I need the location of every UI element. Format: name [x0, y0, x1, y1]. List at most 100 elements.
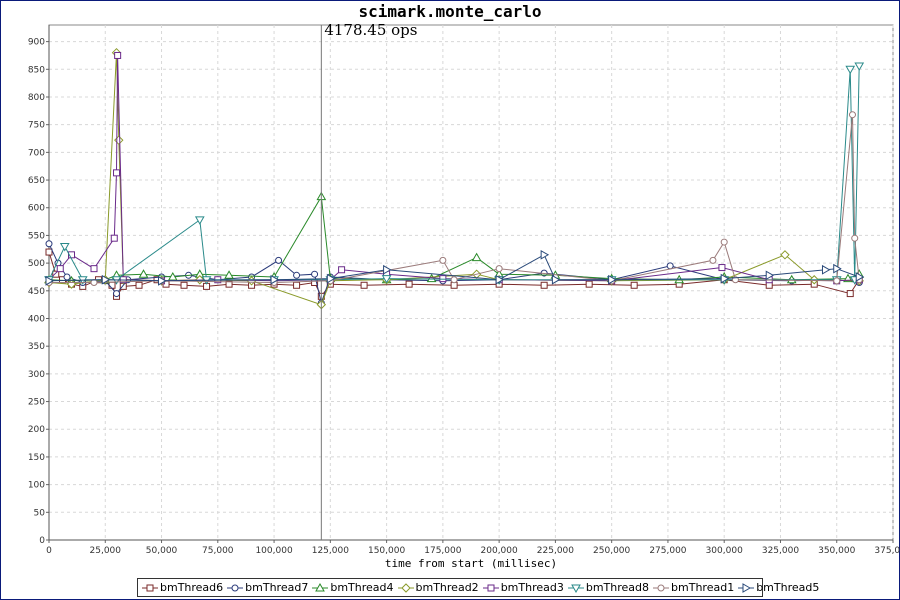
legend-item: bmThread3 — [482, 581, 564, 594]
data-point — [194, 216, 205, 225]
data-point — [495, 274, 505, 285]
data-point — [113, 169, 121, 177]
legend-item: bmThread8 — [567, 581, 650, 594]
legend-swatch — [142, 584, 158, 591]
legend-label: bmThread6 — [160, 581, 224, 594]
legend-label: bmThread4 — [330, 581, 394, 594]
y-tick-label: 300 — [28, 370, 45, 380]
data-point — [720, 238, 728, 246]
data-point — [45, 275, 55, 286]
data-point — [833, 263, 842, 274]
plot-area — [48, 24, 894, 541]
y-tick-label: 750 — [28, 121, 45, 131]
data-point — [311, 270, 319, 278]
y-tick-label: 850 — [28, 65, 45, 75]
legend-swatch — [653, 584, 670, 591]
y-tick-label: 900 — [28, 38, 45, 48]
data-point — [551, 274, 561, 285]
data-point — [293, 281, 301, 289]
data-point — [851, 234, 859, 242]
data-point — [90, 265, 98, 273]
data-point — [848, 111, 856, 119]
legend-item: bmThread1 — [653, 581, 734, 594]
legend-label: bmThread8 — [585, 581, 650, 594]
y-tick-label: 150 — [28, 453, 45, 463]
legend-marker — [742, 582, 752, 593]
y-tick-label: 350 — [28, 342, 45, 352]
legend-label: bmThread7 — [245, 581, 309, 594]
data-point — [326, 273, 336, 284]
data-point — [709, 256, 717, 264]
legend-swatch — [567, 584, 584, 593]
legend-swatch — [738, 582, 755, 593]
legend-marker — [315, 582, 326, 591]
data-point — [338, 266, 346, 274]
data-point — [68, 251, 76, 259]
data-point — [855, 272, 865, 282]
y-tick-label: 800 — [28, 93, 45, 103]
legend: bmThread6 bmThread7 bmThread4 bmThread2 bmTh… — [137, 578, 819, 597]
legend-marker — [231, 584, 239, 591]
x-tick-label: 150,000 — [368, 546, 405, 556]
data-point — [63, 273, 71, 281]
data-point — [405, 280, 413, 288]
x-tick-label: 125,000 — [312, 546, 349, 556]
data-point — [821, 264, 831, 275]
legend-marker — [146, 584, 154, 591]
data-point — [158, 275, 167, 286]
legend-label: bmThread3 — [500, 581, 564, 594]
x-axis-title: time from start (millisec) — [385, 557, 557, 570]
y-tick-label: 0 — [39, 536, 45, 546]
x-tick-label: 350,000 — [818, 546, 855, 556]
x-tick-label: 175,000 — [424, 546, 461, 556]
y-tick-label: 250 — [28, 398, 45, 408]
legend-marker — [487, 584, 495, 591]
legend-item: bmThread6 — [142, 581, 223, 594]
x-tick-label: 50,000 — [146, 546, 178, 556]
data-point — [45, 248, 53, 256]
data-point — [630, 281, 638, 289]
data-point — [666, 262, 674, 270]
data-point — [780, 250, 790, 260]
data-point — [471, 252, 482, 262]
series-bmThread5 — [45, 249, 865, 286]
data-point — [845, 65, 856, 75]
legend-swatch — [482, 584, 499, 591]
x-tick-label: 0 — [46, 546, 52, 556]
grid — [48, 24, 894, 541]
data-point — [608, 274, 617, 285]
y-tick-label: 600 — [28, 204, 45, 214]
x-tick-label: 250,000 — [593, 546, 630, 556]
series-line — [49, 114, 860, 284]
data-point — [167, 271, 178, 281]
y-tick-label: 650 — [28, 176, 45, 186]
data-point — [360, 281, 368, 289]
data-point — [224, 270, 234, 279]
legend-item: bmThread5 — [738, 581, 819, 594]
legend-marker — [570, 584, 581, 593]
data-point — [846, 290, 854, 298]
x-tick-label: 200,000 — [481, 546, 518, 556]
data-point — [114, 51, 122, 59]
data-point — [833, 277, 841, 285]
data-point — [45, 240, 53, 248]
data-point — [138, 269, 149, 278]
data-point — [439, 275, 447, 283]
data-point — [293, 271, 301, 279]
x-tick-label: 325,000 — [762, 546, 799, 556]
x-tick-label: 300,000 — [706, 546, 743, 556]
data-point — [450, 276, 458, 284]
series-layer — [44, 47, 865, 310]
data-point — [56, 265, 64, 273]
data-point — [495, 265, 503, 273]
data-point — [381, 275, 392, 284]
y-tick-label: 400 — [28, 314, 45, 324]
y-tick-label: 200 — [28, 425, 45, 435]
data-point — [59, 243, 70, 252]
data-point — [52, 270, 60, 278]
data-point — [718, 264, 726, 272]
data-point — [110, 234, 118, 242]
data-point — [854, 62, 865, 71]
legend-label: bmThread1 — [671, 581, 735, 594]
